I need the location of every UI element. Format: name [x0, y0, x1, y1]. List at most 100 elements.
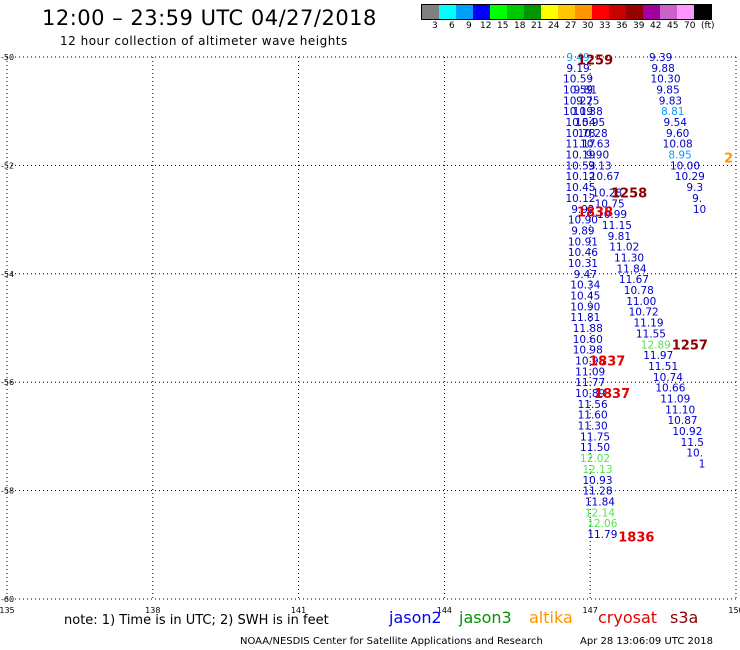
scale-label: 30 — [582, 21, 594, 31]
wave-height-reading: 10.60 — [573, 334, 603, 346]
legend-s3a: s3a — [670, 608, 699, 627]
scale-label: 39 — [633, 21, 645, 31]
wave-height-reading: 12.02 — [580, 453, 610, 465]
longitude-tick-label: 150 — [728, 606, 740, 615]
wave-height-reading: 12.06 — [587, 518, 617, 530]
wave-height-reading: 9.81 — [608, 231, 631, 243]
wave-height-reading: 9.75 — [576, 95, 599, 107]
wave-height-reading: 10.95 — [575, 117, 605, 129]
wave-height-reading: 12.89 — [641, 339, 671, 351]
scale-swatch — [524, 5, 541, 19]
wave-height-reading: 10.92 — [672, 426, 702, 438]
latitude-tick-label: -60 — [1, 595, 14, 604]
wave-height-reading: 10.28 — [592, 188, 622, 200]
scale-swatch — [575, 5, 592, 19]
pass-time-label: 1837 — [594, 387, 630, 402]
wave-height-reading: 11.10 — [665, 404, 695, 416]
wave-height-reading: 10.29 — [675, 171, 705, 183]
legend-jason2: jason2 — [389, 608, 442, 627]
wave-height-reading: 11.15 — [602, 220, 632, 232]
pass-time-label: 1838 — [577, 205, 613, 220]
wave-height-reading: 10.31 — [568, 258, 598, 270]
wave-height-reading: 10.98 — [573, 345, 603, 357]
scale-label: 15 — [497, 21, 509, 31]
longitude-tick-label: 141 — [291, 606, 306, 615]
longitude-tick-label: 135 — [0, 606, 15, 615]
wave-height-reading: 11.5 — [681, 437, 704, 449]
wave-height-reading: 10.75 — [595, 198, 625, 210]
wave-height-reading: 9.3 — [686, 182, 703, 194]
wave-height-reading: 10.12 — [565, 193, 595, 205]
wave-height-reading: 10. — [686, 448, 703, 460]
wave-height-reading: 11.09 — [575, 366, 605, 378]
map-subtitle: 12 hour collection of altimeter wave hei… — [60, 34, 348, 48]
wave-height-reading: 10.59 — [563, 74, 593, 86]
wave-height-scale-labels: 3 6 9 12 15 18 21 24 27 30 33 36 39 42 45 70 (ft) — [421, 21, 740, 33]
wave-height-reading: 9.90 — [586, 150, 609, 162]
wave-height-reading: 10.12 — [565, 171, 595, 183]
scale-label: 12 — [480, 21, 492, 31]
scale-label: 3 — [432, 21, 438, 31]
wave-height-reading: 10.28 — [578, 128, 608, 140]
wave-height-reading: 9.85 — [656, 85, 679, 97]
wave-height-reading: 11.88 — [573, 323, 603, 335]
wave-height-reading: 9.49 — [566, 52, 589, 64]
scale-label: 45 — [667, 21, 679, 31]
wave-height-reading: 10.74 — [653, 372, 683, 384]
pass-time-label: 1258 — [611, 187, 647, 202]
wave-height-reading: 11.51 — [648, 361, 678, 373]
wave-height-reading: 11.84 — [585, 496, 615, 508]
scale-swatch — [490, 5, 507, 19]
scale-swatch — [473, 5, 490, 19]
wave-height-reading: 9.83 — [659, 95, 682, 107]
wave-height-reading: 9.39 — [649, 52, 672, 64]
wave-height-reading: 1 — [699, 459, 706, 471]
scale-swatch — [677, 5, 694, 19]
wave-height-reading: 9.19 — [566, 63, 589, 75]
scale-label: 9 — [466, 21, 472, 31]
pass-time-label: 2 — [724, 151, 733, 166]
latitude-tick-label: -50 — [1, 53, 14, 62]
wave-height-reading: 10.95 — [575, 356, 605, 368]
pass-time-label: 1837 — [589, 355, 625, 370]
wave-height-reading: 11.56 — [578, 399, 608, 411]
wave-height-reading: 11.19 — [633, 318, 663, 330]
wave-height-reading: 10.22 — [563, 95, 593, 107]
legend-jason3: jason3 — [459, 608, 512, 627]
scale-swatch — [609, 5, 626, 19]
wave-height-reading: 10.19 — [563, 106, 593, 118]
pass-time-label: 1259 — [577, 54, 613, 69]
wave-height-reading: 11.30 — [614, 253, 644, 265]
scale-swatch — [694, 5, 711, 19]
wave-height-reading: 8.95 — [668, 150, 691, 162]
wave-height-reading: 11.60 — [578, 410, 608, 422]
wave-height-reading: 10.38 — [573, 106, 603, 118]
wave-height-reading: 11.28 — [582, 486, 612, 498]
legend-altika: altika — [529, 608, 573, 627]
wave-height-reading: 10.00 — [670, 160, 700, 172]
scale-label: 70 — [684, 21, 696, 31]
scale-swatch — [439, 5, 456, 19]
latitude-tick-label: -54 — [1, 270, 14, 279]
scale-swatch — [456, 5, 473, 19]
wave-height-reading: 11.84 — [616, 263, 646, 275]
wave-height-reading: 11.75 — [580, 431, 610, 443]
latitude-tick-label: -52 — [1, 161, 14, 170]
wave-height-reading: 10.72 — [629, 307, 659, 319]
wave-height-reading: 10.90 — [570, 301, 600, 313]
wave-height-reading: 10.78 — [565, 128, 595, 140]
scale-label: 36 — [616, 21, 628, 31]
wave-height-reading: 8.81 — [661, 106, 684, 118]
wave-height-reading: 10.93 — [582, 475, 612, 487]
scale-swatch — [541, 5, 558, 19]
wave-height-reading: 10.90 — [568, 215, 598, 227]
wave-height-reading: 10.59 — [563, 85, 593, 97]
wave-height-reading: 9.88 — [651, 63, 674, 75]
pass-time-label: 1257 — [672, 338, 708, 353]
latitude-tick-label: -58 — [1, 487, 14, 496]
wave-height-reading: 11.97 — [643, 350, 673, 362]
wave-height-reading: 9.47 — [574, 269, 597, 281]
scale-label: 21 — [531, 21, 543, 31]
scale-swatch — [592, 5, 609, 19]
wave-height-reading: 10.66 — [655, 383, 685, 395]
